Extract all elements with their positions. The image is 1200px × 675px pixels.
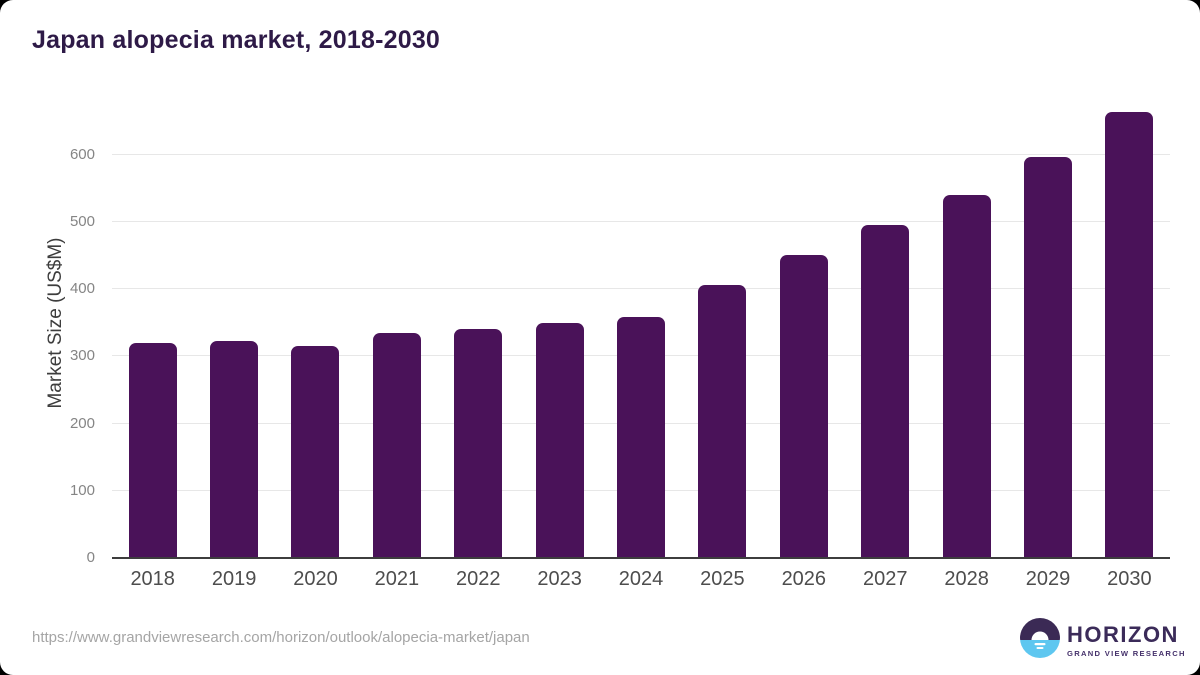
logo-subtitle: GRAND VIEW RESEARCH — [1067, 648, 1186, 658]
bar-2030 — [1105, 112, 1154, 558]
gridline — [112, 220, 1170, 222]
bar-slot — [1089, 96, 1170, 558]
bar-2020 — [291, 345, 340, 558]
bar-slot — [845, 96, 926, 558]
source-url: https://www.grandviewresearch.com/horizo… — [32, 629, 530, 646]
gridline — [112, 288, 1170, 290]
bar-slot — [438, 96, 519, 558]
y-tick-label: 600 — [69, 145, 95, 163]
bar-slot — [275, 96, 356, 558]
x-tick-label: 2023 — [537, 568, 582, 590]
y-tick-label: 300 — [69, 347, 95, 365]
plot-area — [112, 96, 1170, 558]
horizon-logo: HORIZON GRAND VIEW RESEARCH — [1020, 618, 1186, 663]
chart-title: Japan alopecia market, 2018-2030 — [32, 26, 441, 54]
bar-2029 — [1023, 157, 1072, 558]
bar-2025 — [698, 284, 747, 558]
y-tick-label: 500 — [69, 212, 95, 230]
y-tick-label: 400 — [69, 280, 95, 297]
bar-2022 — [454, 328, 503, 558]
y-tick-label: 100 — [69, 481, 95, 499]
x-axis-tick-labels: 2018 2019 2020 2021 2022 2023 2024 2025 2026 2027… — [112, 568, 1170, 591]
logo-text: HORIZON GRAND VIEW RESEARCH — [1067, 621, 1186, 658]
bar-2023 — [535, 322, 584, 558]
x-tick-label: 2026 — [781, 568, 827, 590]
bar-2018 — [128, 343, 177, 558]
bar-slot — [600, 96, 681, 558]
bar-2024 — [617, 316, 666, 558]
x-tick-label: 2025 — [700, 568, 745, 590]
bar-slot — [519, 96, 600, 558]
bar-slot — [356, 96, 437, 558]
bar-2026 — [779, 255, 828, 558]
x-tick-label: 2024 — [618, 568, 664, 590]
bars — [112, 96, 1170, 558]
bar-slot — [112, 96, 193, 558]
x-tick-label: 2029 — [1025, 568, 1071, 590]
x-tick-label: 2020 — [293, 568, 338, 590]
x-tick-label: 2027 — [862, 568, 908, 590]
bar-slot — [193, 96, 274, 558]
horizon-logo-icon — [1020, 618, 1060, 663]
x-tick-label: 2030 — [1107, 568, 1152, 590]
bar-2019 — [210, 341, 259, 558]
x-axis-line — [112, 557, 1170, 559]
x-tick-label: 2018 — [130, 568, 175, 590]
x-tick-label: 2019 — [211, 568, 257, 590]
logo-name: HORIZON — [1067, 621, 1179, 647]
bar-slot — [763, 96, 844, 558]
bar-2021 — [372, 333, 421, 558]
x-tick-label: 2022 — [456, 568, 501, 590]
y-tick-label: 0 — [86, 549, 95, 566]
bar-2027 — [861, 225, 910, 558]
bar-slot — [1007, 96, 1088, 558]
x-tick-label: 2028 — [944, 568, 989, 590]
gridline — [112, 153, 1170, 155]
bar-slot — [682, 96, 763, 558]
y-axis-tick-labels: 0 100 200 300 400 500 600 — [0, 96, 95, 567]
x-tick-label: 2021 — [374, 568, 420, 590]
y-tick-label: 200 — [69, 414, 95, 432]
bar-slot — [926, 96, 1007, 558]
bar-2028 — [942, 194, 991, 558]
